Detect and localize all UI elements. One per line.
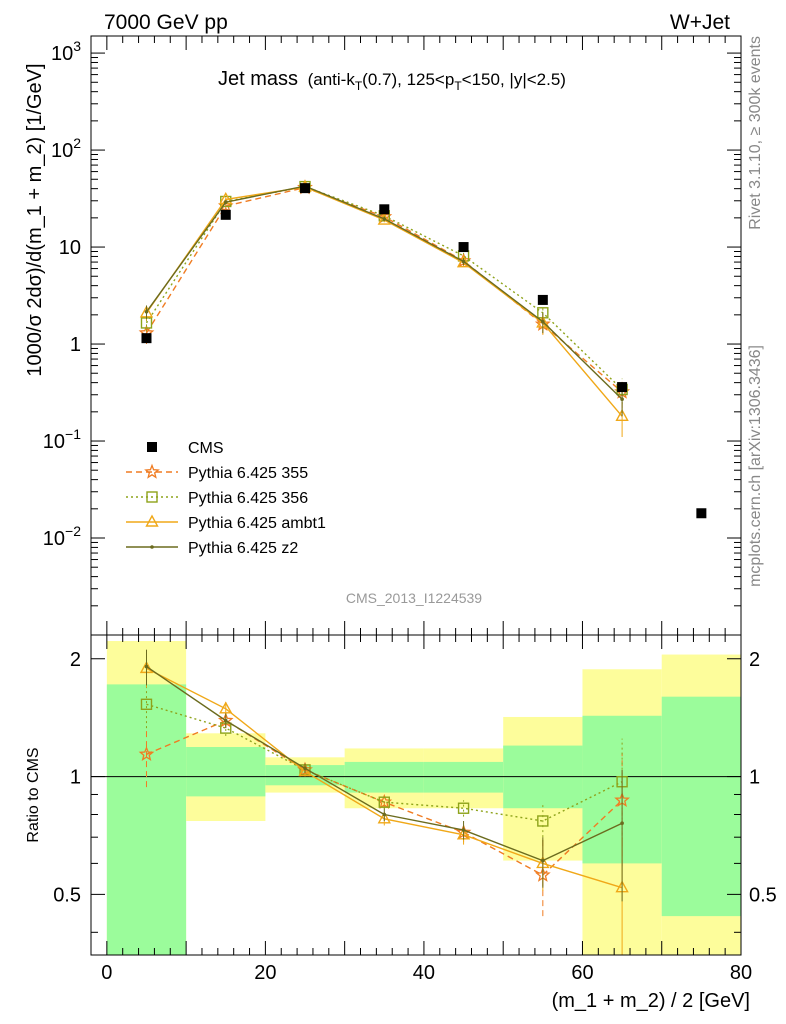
main-point-cms <box>696 508 707 519</box>
ratio-y-axis-label: Ratio to CMS <box>25 747 42 842</box>
legend-label-z2: Pythia 6.425 z2 <box>188 540 298 557</box>
x-tick-label: 40 <box>413 962 435 984</box>
main-point-z2 <box>620 397 624 401</box>
ratio-point-z2 <box>303 766 307 771</box>
legend-marker-p355 <box>144 463 160 479</box>
x-tick-label: 80 <box>730 962 752 984</box>
x-tick-label: 60 <box>571 962 593 984</box>
ratio-band-green <box>661 696 741 917</box>
ratio-point-z2 <box>223 718 228 723</box>
y-tick-label: 10 <box>59 237 81 259</box>
arxiv-label: mcplots.cern.ch [arXiv:1306.3436] <box>747 345 764 587</box>
rivet-version-label: Rivet 3.1.10, ≥ 300k events <box>747 36 764 230</box>
main-point-ambt1 <box>615 408 629 421</box>
header-right-label: W+Jet <box>670 11 730 34</box>
ratio-point-ambt1 <box>219 701 233 714</box>
main-point-z2 <box>382 217 387 221</box>
legend-label-p355: Pythia 6.425 355 <box>188 465 308 482</box>
ratio-series-z2 <box>144 649 624 902</box>
y-tick-label: 102 <box>51 135 81 162</box>
legend-label-p356: Pythia 6.425 356 <box>188 490 308 507</box>
legend: CMS Pythia 6.425 355 Pythia 6.425 356 Pythi… <box>126 440 326 557</box>
legend-label-cms: CMS <box>188 440 224 457</box>
y-tick-label: 10−1 <box>43 426 81 453</box>
main-point-z2 <box>461 259 466 264</box>
ratio-plot-frame <box>90 634 742 956</box>
ratio-band-green <box>344 761 424 793</box>
header-left-label: 7000 GeV pp <box>104 11 228 34</box>
main-point-cms <box>379 204 390 215</box>
ratio-point-z2 <box>144 664 149 669</box>
ratio-band-green <box>106 684 187 955</box>
ratio-point-z2 <box>620 821 624 826</box>
main-point-z2 <box>541 319 545 324</box>
legend-marker-z2 <box>150 545 154 549</box>
x-axis-label: (m_1 + m_2) / 2 [GeV] <box>552 990 750 1012</box>
ratio-y-tick-label-left: 1 <box>70 767 81 789</box>
ratio-point-ambt1 <box>377 811 391 824</box>
ratio-point-p356 <box>537 815 549 827</box>
analysis-watermark: CMS_2013_I1224539 <box>346 590 482 606</box>
legend-marker-p356 <box>146 491 158 503</box>
ratio-point-z2 <box>461 828 466 832</box>
ratio-point-z2 <box>541 858 545 863</box>
main-point-z2 <box>144 309 149 314</box>
main-y-axis-label: 1000/σ 2dσ)/d(m_1 + m_2) [1/GeV] <box>24 63 46 376</box>
ratio-point-p356 <box>378 796 390 808</box>
main-series-cms <box>141 183 707 519</box>
main-point-cms <box>458 242 469 253</box>
ratio-y-tick-label-left: 2 <box>70 649 81 671</box>
main-point-cms <box>300 183 311 194</box>
main-point-ambt1 <box>377 212 391 225</box>
plot-title: Jet mass (anti-kT(0.7), 125<pT<150, |y|<… <box>218 68 566 93</box>
main-series-z2 <box>144 184 624 417</box>
legend-marker-ambt1 <box>145 514 159 527</box>
main-point-cms <box>537 294 548 305</box>
main-point-cms <box>220 209 231 220</box>
main-point-cms <box>141 333 152 344</box>
ratio-y-tick-label-right: 0.5 <box>749 884 777 906</box>
main-plot-panel: 10−2 10−1 1 10 102 103 Jet mass (anti-kT(0.7)… <box>24 35 742 636</box>
ratio-point-p356 <box>457 802 470 814</box>
ratio-point-p356 <box>140 698 153 710</box>
main-point-ambt1 <box>456 255 471 268</box>
ratio-band-green <box>423 761 504 793</box>
y-tick-label: 1 <box>70 334 81 356</box>
ratio-y-tick-label-left: 0.5 <box>53 884 81 906</box>
y-tick-label: 10−2 <box>43 523 81 550</box>
ratio-band-green <box>186 747 266 797</box>
legend-marker-cms <box>147 442 157 452</box>
main-point-cms <box>617 382 628 393</box>
ratio-y-tick-label-right: 1 <box>749 767 760 789</box>
y-tick-label: 103 <box>51 38 81 65</box>
ratio-point-z2 <box>382 812 387 817</box>
ratio-point-p355 <box>138 746 155 762</box>
main-point-z2 <box>223 200 228 205</box>
legend-label-ambt1: Pythia 6.425 ambt1 <box>188 515 326 532</box>
ratio-plot-panel: 0.5 0.51 12 20 20 40 60 80 Ratio to CMS (m_1 + … <box>25 634 777 1012</box>
x-tick-label: 20 <box>254 962 276 984</box>
x-tick-label: 0 <box>101 962 112 984</box>
ratio-y-tick-label-right: 2 <box>749 649 760 671</box>
